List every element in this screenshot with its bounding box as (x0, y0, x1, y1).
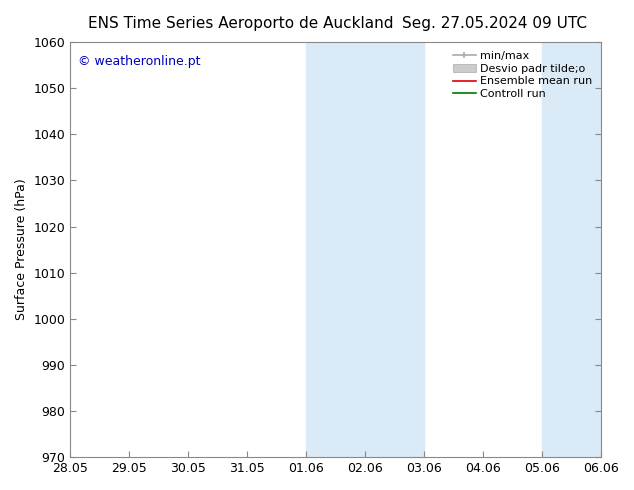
Text: Seg. 27.05.2024 09 UTC: Seg. 27.05.2024 09 UTC (402, 16, 587, 31)
Text: © weatheronline.pt: © weatheronline.pt (78, 54, 201, 68)
Legend: min/max, Desvio padr tilde;o, Ensemble mean run, Controll run: min/max, Desvio padr tilde;o, Ensemble m… (450, 48, 595, 102)
Bar (542, 42, 601, 457)
Bar (306, 42, 424, 457)
Text: ENS Time Series Aeroporto de Auckland: ENS Time Series Aeroporto de Auckland (88, 16, 394, 31)
Y-axis label: Surface Pressure (hPa): Surface Pressure (hPa) (15, 179, 28, 320)
